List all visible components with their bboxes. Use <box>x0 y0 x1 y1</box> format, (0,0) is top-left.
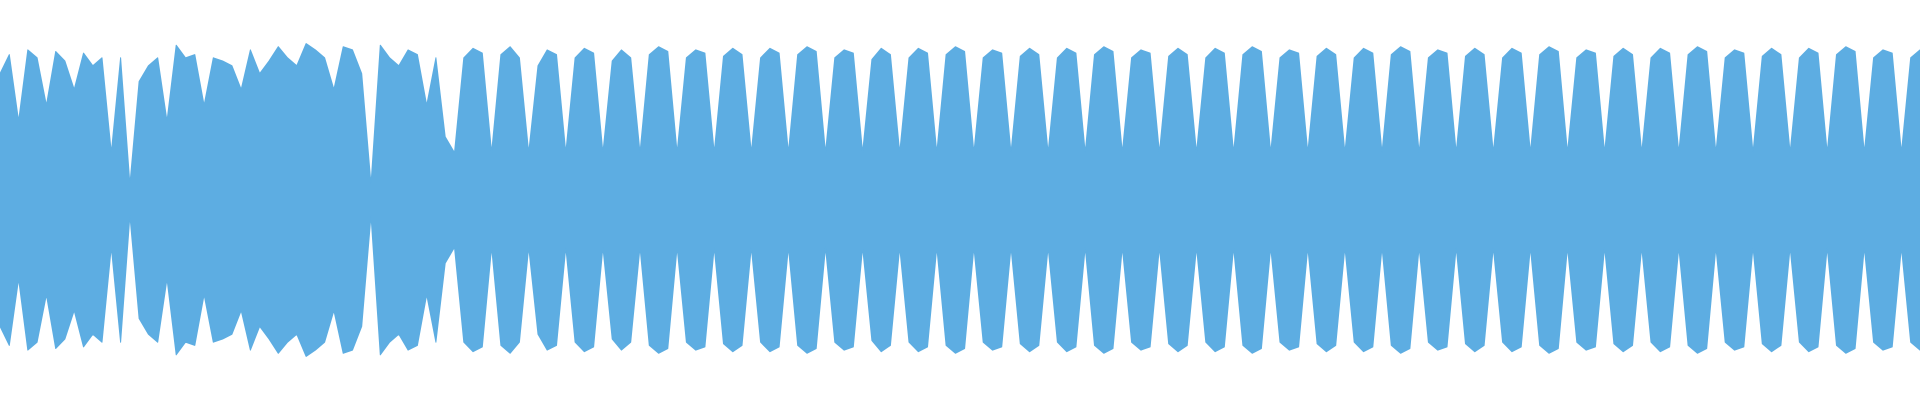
waveform-shape <box>0 43 1920 357</box>
